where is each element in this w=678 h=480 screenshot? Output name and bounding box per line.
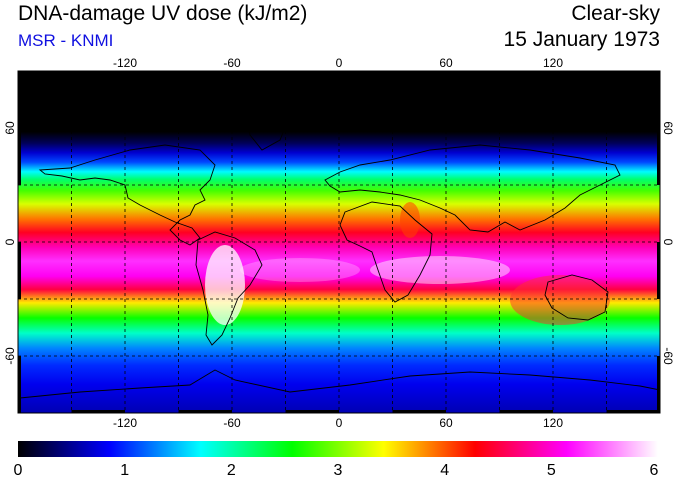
colorbar-label-1: 1: [120, 462, 129, 479]
lon-label-bottom-120: 120: [543, 416, 563, 430]
sky-condition: Clear-sky: [571, 2, 660, 25]
australia-coast: [544, 274, 609, 321]
lon-label-top-0: 0: [336, 56, 343, 70]
lon-label-bottom-neg60: -60: [223, 416, 241, 430]
north-america-coast: [38, 144, 216, 246]
colorbar: [18, 441, 658, 457]
lon-label-top-neg120: -120: [113, 56, 137, 70]
colorbar-labels: 0 1 2 3 4 5 6: [14, 462, 659, 479]
australia-dose: [510, 275, 610, 325]
colorbar-label-4: 4: [440, 462, 449, 479]
frame-ticks: [18, 71, 660, 413]
andes-high-dose: [205, 245, 245, 325]
lon-label-bottom-neg120: -120: [113, 416, 137, 430]
lat-label-left-0: 0: [3, 238, 17, 245]
lon-label-bottom-60: 60: [439, 416, 453, 430]
map-title: DNA-damage UV dose (kJ/m2): [18, 2, 308, 25]
colorbar-label-5: 5: [547, 462, 556, 479]
map-date: 15 January 1973: [503, 28, 660, 51]
ethiopia-dose: [400, 202, 420, 238]
africa-coast: [339, 201, 433, 303]
lon-labels-bottom: -120 -60 0 60 120: [113, 416, 563, 430]
colorbar-label-3: 3: [334, 462, 343, 479]
colorbar-label-6: 6: [650, 462, 659, 479]
antarctica-coast: [19, 369, 660, 399]
lat-labels-right: 60 0 -60: [661, 121, 675, 365]
colorbar-label-2: 2: [227, 462, 236, 479]
lon-label-top-60: 60: [439, 56, 453, 70]
lat-label-right-0: 0: [661, 239, 675, 246]
lat-label-right-neg60: -60: [661, 347, 675, 365]
lon-label-top-neg60: -60: [223, 56, 241, 70]
lon-labels-top: -120 -60 0 60 120: [113, 56, 563, 70]
source-label: MSR - KNMI: [18, 31, 114, 50]
lat-label-left-60: 60: [3, 121, 17, 135]
lat-label-left-neg60: -60: [3, 347, 17, 365]
lat-labels-left: 60 0 -60: [3, 121, 17, 365]
lon-label-top-120: 120: [543, 56, 563, 70]
lon-label-bottom-0: 0: [336, 416, 343, 430]
southern-africa-high-dose: [370, 256, 510, 284]
greenland-coast: [244, 99, 291, 151]
gridlines: [18, 71, 660, 413]
atlantic-high-dose: [240, 258, 360, 282]
eurasia-coast: [324, 144, 621, 233]
lat-label-right-60: 60: [661, 121, 675, 135]
colorbar-label-0: 0: [14, 462, 23, 479]
